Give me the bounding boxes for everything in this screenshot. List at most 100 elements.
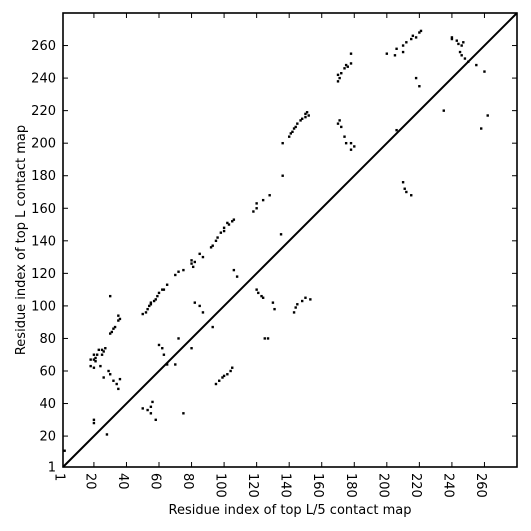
contact-point xyxy=(287,135,291,138)
x-tick-label: 160 xyxy=(310,473,325,498)
contact-point xyxy=(268,194,271,197)
contact-point xyxy=(296,122,299,125)
contact-point xyxy=(201,311,205,314)
contact-point xyxy=(340,125,343,129)
contact-point xyxy=(104,347,107,350)
contact-point xyxy=(107,369,110,373)
contact-point xyxy=(294,306,297,309)
contact-point xyxy=(118,377,122,381)
x-tick-label: 1 xyxy=(52,473,67,481)
contact-point xyxy=(174,363,177,366)
contact-point xyxy=(182,268,185,272)
contact-point xyxy=(156,294,159,298)
y-tick-label: 40 xyxy=(39,397,56,412)
contact-point xyxy=(198,304,201,308)
contact-point xyxy=(165,363,169,366)
points-layer xyxy=(63,29,489,452)
contact-point xyxy=(410,194,413,197)
y-tick-label: 140 xyxy=(31,234,56,249)
contact-point xyxy=(209,246,213,249)
y-tick-label: 240 xyxy=(31,72,56,87)
contact-point xyxy=(144,311,148,314)
contact-point xyxy=(450,37,454,41)
contact-point xyxy=(218,379,221,382)
contact-point xyxy=(99,364,102,368)
contact-point xyxy=(162,288,166,291)
contact-point xyxy=(154,298,157,301)
contact-point xyxy=(457,42,460,46)
x-axis-ticks: 1 20 40 60 80 100 120 140 160 180 200 220 240 260 xyxy=(52,13,488,498)
contact-point xyxy=(304,296,307,299)
contact-point xyxy=(219,231,223,234)
x-tick-label: 260 xyxy=(473,473,488,498)
contact-point xyxy=(92,421,96,425)
contact-point xyxy=(229,369,232,373)
contact-point xyxy=(458,50,462,54)
contact-point xyxy=(92,353,96,356)
contact-point xyxy=(100,348,104,352)
contact-point xyxy=(338,119,341,122)
y-tick-label: 260 xyxy=(31,39,56,54)
contact-point xyxy=(401,50,405,54)
contact-point xyxy=(279,233,283,236)
contact-point xyxy=(115,382,118,386)
contact-point xyxy=(460,44,463,47)
contact-point xyxy=(235,275,239,278)
x-tick-label: 180 xyxy=(343,473,358,498)
contact-point xyxy=(292,127,296,130)
contact-point xyxy=(94,360,97,363)
contact-point xyxy=(450,36,454,39)
contact-point xyxy=(102,376,105,379)
contact-point xyxy=(294,125,297,129)
y-tick-label: 1 xyxy=(48,461,56,476)
contact-point xyxy=(214,382,218,386)
y-axis-label: Residue index of top L contact map xyxy=(14,125,29,355)
contact-point xyxy=(343,135,346,138)
contact-point xyxy=(117,319,120,322)
contact-point xyxy=(151,400,154,404)
y-tick-label: 220 xyxy=(31,104,56,119)
contact-point xyxy=(403,187,406,190)
contact-point xyxy=(304,112,307,116)
contact-point xyxy=(190,259,193,262)
x-tick-label: 40 xyxy=(115,473,130,490)
contact-point xyxy=(190,347,193,350)
contact-point xyxy=(299,119,302,122)
contact-point xyxy=(89,364,92,368)
contact-point xyxy=(231,220,234,223)
contact-point xyxy=(154,418,157,422)
contact-point xyxy=(401,44,405,47)
contact-point xyxy=(301,299,304,303)
contact-point xyxy=(281,174,284,177)
contact-point xyxy=(231,366,234,369)
contact-point xyxy=(252,210,255,213)
contact-point xyxy=(92,418,96,422)
contact-point xyxy=(281,141,284,145)
contact-point xyxy=(161,288,164,291)
contact-point xyxy=(227,223,231,226)
contact-point xyxy=(349,148,353,151)
contact-point xyxy=(414,36,418,39)
y-tick-label: 80 xyxy=(39,332,56,347)
contact-point xyxy=(255,288,258,291)
contact-point xyxy=(395,128,398,132)
contact-point xyxy=(255,207,258,210)
contact-point xyxy=(460,54,463,57)
contact-point xyxy=(336,73,340,77)
contact-point xyxy=(418,85,421,88)
contact-point xyxy=(393,54,397,57)
contact-point xyxy=(94,356,97,360)
series-lower-right xyxy=(89,37,489,436)
contact-point xyxy=(105,433,109,436)
contact-point xyxy=(222,226,226,229)
contact-point xyxy=(232,268,236,272)
contact-point xyxy=(385,52,389,55)
contact-point xyxy=(395,47,398,50)
contact-point xyxy=(148,304,151,308)
contact-point xyxy=(414,76,418,80)
contact-point xyxy=(291,130,294,133)
contact-point xyxy=(157,343,161,347)
contact-point xyxy=(182,412,185,415)
contact-point xyxy=(336,122,340,125)
